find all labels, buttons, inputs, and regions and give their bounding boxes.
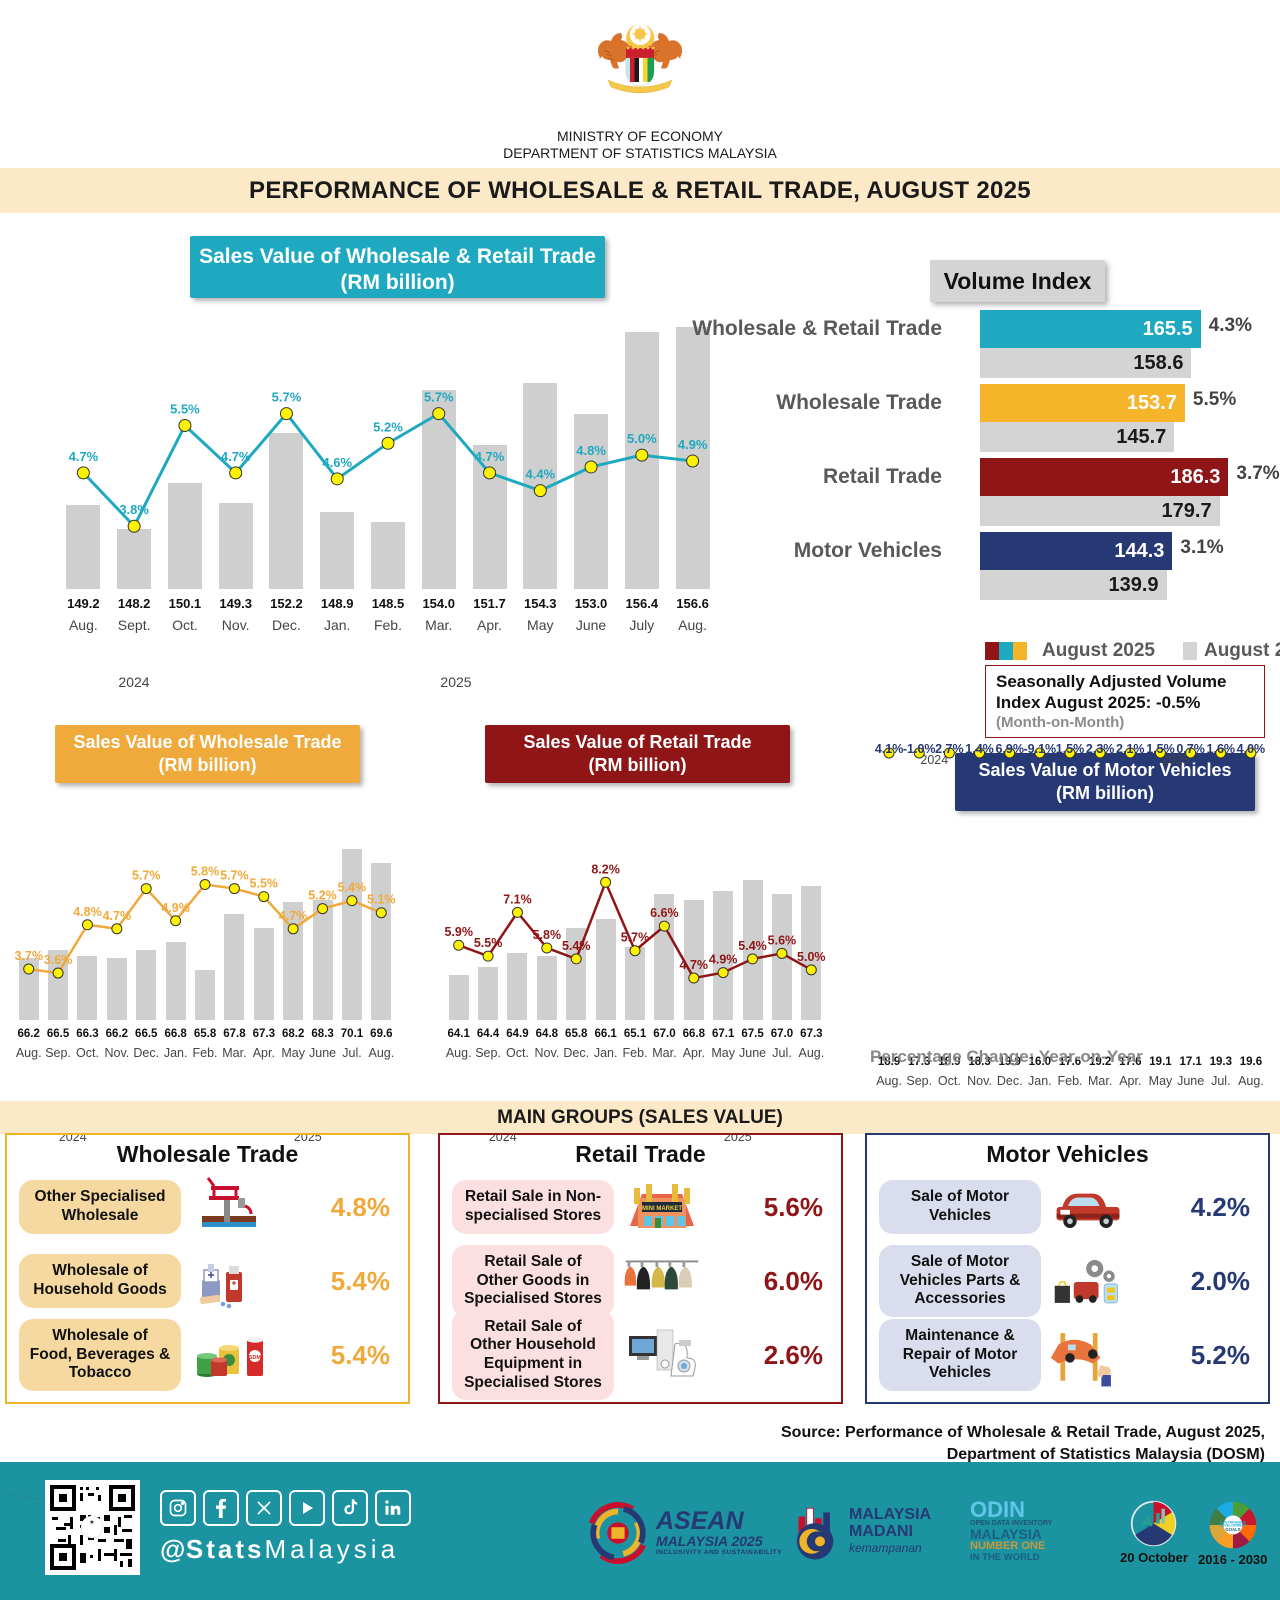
svg-text:2.7%: 2.7% [935,742,964,756]
svg-text:5.7%: 5.7% [220,869,249,883]
svg-text:MINI MARKET: MINI MARKET [642,1206,682,1212]
svg-text:3.6%: 3.6% [44,953,73,967]
svg-text:4.9%: 4.9% [161,901,190,915]
svg-text:5.0%: 5.0% [797,950,826,964]
svg-text:7.1%: 7.1% [503,892,532,906]
svg-text:8.2%: 8.2% [591,862,620,876]
svg-text:4.1%: 4.1% [875,742,904,756]
svg-text:1.5%: 1.5% [1056,742,1085,756]
svg-text:4.8%: 4.8% [73,905,102,919]
svg-text:5.6%: 5.6% [768,933,797,947]
svg-text:-9.1%: -9.1% [1024,742,1057,756]
svg-text:4.7%: 4.7% [103,909,132,923]
svg-text:5.8%: 5.8% [191,865,220,879]
svg-text:5.9%: 5.9% [444,925,473,939]
svg-text:2.3%: 2.3% [1086,742,1115,756]
svg-text:6.6%: 6.6% [650,906,679,920]
svg-text:GOALS: GOALS [1225,1527,1240,1532]
svg-text:0.7%: 0.7% [1176,742,1205,756]
svg-text:5.5%: 5.5% [250,877,279,891]
svg-text:5.4%: 5.4% [562,939,591,953]
svg-text:3.7%: 3.7% [14,949,42,963]
svg-text:2.1%: 2.1% [1116,742,1145,756]
svg-text:5.4%: 5.4% [338,881,367,895]
svg-text:5.7%: 5.7% [132,869,161,883]
svg-text:4.0%: 4.0% [1237,742,1266,756]
svg-text:5.4%: 5.4% [738,939,767,953]
svg-text:4.9%: 4.9% [709,953,738,967]
svg-text:-1.0%: -1.0% [903,742,936,756]
svg-text:1.5%: 1.5% [1146,742,1175,756]
svg-text:6.9%: 6.9% [995,742,1024,756]
svg-text:5.8%: 5.8% [533,928,562,942]
svg-text:5.7%: 5.7% [621,931,650,945]
svg-text:5.5%: 5.5% [474,936,503,950]
svg-text:4.7%: 4.7% [279,909,308,923]
svg-text:5.2%: 5.2% [308,889,337,903]
svg-text:1.4%: 1.4% [965,742,994,756]
svg-text:SDM: SDM [249,1355,262,1361]
svg-text:1.6%: 1.6% [1207,742,1236,756]
svg-text:5.1%: 5.1% [367,893,396,907]
svg-text:4.7%: 4.7% [680,958,709,972]
